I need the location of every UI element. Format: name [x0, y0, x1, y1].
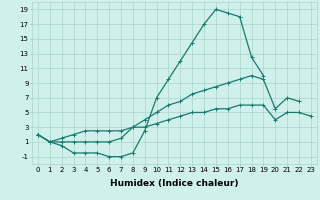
X-axis label: Humidex (Indice chaleur): Humidex (Indice chaleur): [110, 179, 239, 188]
